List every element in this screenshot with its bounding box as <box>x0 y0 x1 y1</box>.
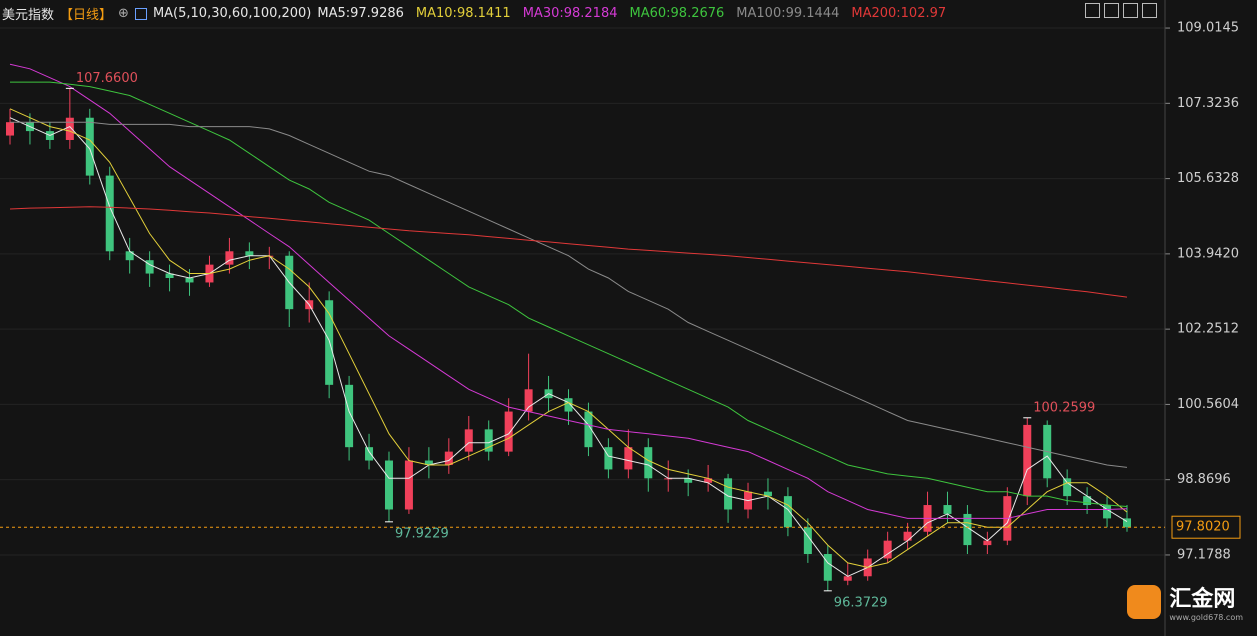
tool-button[interactable] <box>1085 3 1100 18</box>
candle-body <box>903 531 912 541</box>
logo-name: 汇金网 <box>1169 587 1236 612</box>
candle-body <box>225 251 234 265</box>
annotation-label: 100.2599 <box>1033 400 1095 415</box>
candle-body <box>843 576 852 581</box>
logo-badge <box>1127 584 1162 619</box>
candle-body <box>604 447 613 470</box>
annotation-label: 96.3729 <box>834 595 888 610</box>
candle-body <box>763 491 772 497</box>
legend-entry: MA10:98.1411 <box>415 6 511 21</box>
candle-body <box>524 389 533 412</box>
candle-body <box>704 478 713 483</box>
candle-body <box>85 117 94 176</box>
y-tick-label: 102.2512 <box>1177 322 1239 337</box>
chart-title: 美元指数 <box>2 8 55 23</box>
legend-entry: MA60:98.2676 <box>629 6 725 21</box>
legend-entry: MA100:99.1444 <box>736 6 840 21</box>
candle-body <box>125 251 134 261</box>
candle-body <box>724 478 733 510</box>
tool-button[interactable] <box>1123 3 1138 18</box>
candle-body <box>943 505 952 514</box>
annotation-label: 107.6600 <box>76 71 138 86</box>
y-tick-label: 98.8696 <box>1177 472 1231 487</box>
candle-body <box>165 273 174 278</box>
candle-body <box>584 411 593 448</box>
candle-body <box>65 117 74 140</box>
ma-line <box>9 117 1128 577</box>
candle-body <box>883 540 892 559</box>
candle-body <box>664 478 673 480</box>
candle-body <box>1123 518 1131 528</box>
y-tick-label: 100.5604 <box>1177 397 1239 412</box>
candle-body <box>345 384 354 448</box>
candle-body <box>803 527 812 555</box>
candle-body <box>684 478 693 483</box>
watermark: 汇金网 www.gold678.com <box>1127 581 1243 622</box>
y-tick-label: 103.9420 <box>1177 246 1239 261</box>
y-tick-label: 105.6328 <box>1177 171 1239 186</box>
candle-body <box>564 398 573 412</box>
candle-body <box>464 429 473 452</box>
logo-url: www.gold678.com <box>1169 613 1243 622</box>
ma-icon <box>134 7 147 20</box>
candle-body <box>1023 424 1032 497</box>
ma-line <box>10 121 1128 468</box>
candle-body <box>644 447 653 479</box>
legend: MA5:97.9286 MA10:98.1411 MA30:98.2184 MA60:… <box>317 6 946 21</box>
candle-body <box>1063 478 1072 497</box>
candle-body <box>504 411 513 452</box>
current-price-label: 97.8020 <box>1176 520 1230 535</box>
candle-body <box>424 460 433 465</box>
candle-body <box>325 300 334 385</box>
legend-entry: MA5:97.9286 <box>317 6 404 21</box>
candle-body <box>1083 496 1092 506</box>
candle-body <box>444 451 453 465</box>
ma-line <box>9 206 1128 298</box>
chart-header: 美元指数 【日线】 ⊕ MA(5,10,30,60,100,200) MA5:9… <box>2 4 946 23</box>
candle-body <box>145 260 154 274</box>
candle-body <box>384 460 393 510</box>
candle-body <box>484 429 493 452</box>
y-tick-label: 109.0145 <box>1177 21 1239 36</box>
ma-line <box>9 63 1128 519</box>
tool-button[interactable] <box>1104 3 1119 18</box>
candle-body <box>823 554 832 581</box>
period[interactable]: 【日线】 <box>60 8 113 23</box>
candle-body <box>783 496 792 528</box>
candle-body <box>245 251 254 256</box>
ma-label: MA(5,10,30,60,100,200) <box>152 6 312 21</box>
legend-entry: MA30:98.2184 <box>522 6 618 21</box>
toolbar <box>1085 3 1157 18</box>
legend-entry: MA200:102.97 <box>851 6 947 21</box>
candle-body <box>105 175 114 252</box>
ma-line <box>9 108 1128 568</box>
y-tick-label: 107.3236 <box>1177 96 1239 111</box>
y-tick-label: 97.1788 <box>1177 547 1231 562</box>
candle-body <box>404 460 413 510</box>
annotation-label: 97.9229 <box>395 526 449 541</box>
candle-body <box>6 122 14 136</box>
tool-button[interactable] <box>1142 3 1157 18</box>
candle-body <box>185 277 194 283</box>
candle-body <box>983 540 992 546</box>
add-button[interactable]: ⊕ <box>118 6 129 21</box>
candle-body <box>963 513 972 546</box>
candle-body <box>624 447 633 470</box>
candle-body <box>365 447 374 461</box>
candle-body <box>1103 505 1112 519</box>
ma-line <box>10 81 1128 507</box>
current-price-box <box>1171 515 1241 539</box>
